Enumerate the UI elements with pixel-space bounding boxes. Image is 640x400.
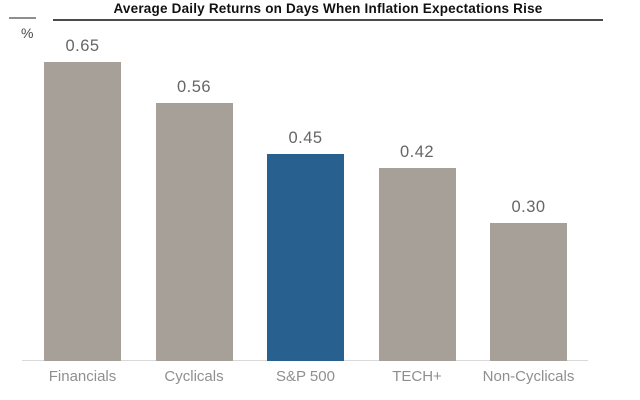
bar-non-cyclicals	[490, 223, 567, 361]
y-axis-tick-dash	[9, 17, 36, 19]
y-axis-unit-label: %	[21, 25, 34, 41]
bar-value-label: 0.56	[176, 78, 212, 96]
bar-cyclicals	[155, 103, 233, 361]
chart-area: 0.65 Financials 0.56 Cyclicals 0.45 S&P 500 0.…	[0, 30, 640, 385]
chart-title: Average Daily Returns on Days When Infla…	[53, 1, 603, 21]
bar-s-p-500	[267, 154, 344, 361]
bar-value-label: 0.42	[399, 143, 435, 161]
bar-value-label: 0.65	[65, 37, 100, 55]
bar-value-label: 0.30	[511, 198, 546, 216]
category-label: Non-Cyclicals	[482, 368, 575, 385]
bar-value-label: 0.45	[288, 129, 323, 147]
bar-financials	[44, 62, 121, 361]
category-label: TECH+	[392, 368, 442, 385]
bar-tech-	[378, 168, 456, 361]
category-label: S&P 500	[276, 368, 335, 385]
category-label: Financials	[48, 368, 117, 385]
category-label: Cyclicals	[164, 368, 224, 385]
